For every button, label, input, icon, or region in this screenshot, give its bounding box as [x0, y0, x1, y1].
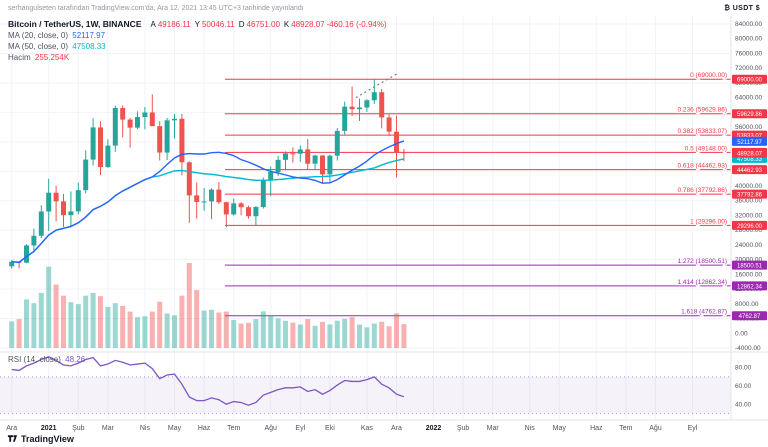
svg-text:44462.93: 44462.93 — [737, 168, 763, 174]
svg-text:Eyl: Eyl — [295, 425, 305, 432]
svg-text:0.786 (37792.86): 0.786 (37792.86) — [677, 187, 727, 194]
svg-text:4762.87: 4762.87 — [739, 314, 761, 320]
low-label: D — [239, 20, 245, 29]
svg-text:48928.07: 48928.07 — [737, 152, 763, 158]
close-value: 48928.07 — [291, 20, 324, 29]
rsi-label: RSI (14, close) — [8, 355, 61, 364]
svg-text:12862.34: 12862.34 — [737, 284, 763, 290]
high-label: Y — [195, 20, 200, 29]
svg-text:1.272 (18500.51): 1.272 (18500.51) — [677, 258, 727, 265]
svg-text:69000.00: 69000.00 — [737, 78, 763, 84]
svg-text:59629.86: 59629.86 — [737, 112, 763, 118]
svg-text:Haz: Haz — [590, 425, 603, 432]
svg-text:0.5 (49148.00): 0.5 (49148.00) — [685, 145, 727, 152]
svg-text:16000.00: 16000.00 — [735, 271, 762, 278]
axis-price-labels-layer: 69000.0059629.8653833.0749148.0044462.93… — [732, 75, 767, 321]
svg-text:8000.00: 8000.00 — [735, 301, 759, 308]
svg-text:Eyl: Eyl — [688, 425, 698, 432]
price-chart-canvas[interactable]: 0 (69000.00) 0.236 (59629.86) 0.382 (53833… — [0, 0, 768, 447]
svg-text:32000.00: 32000.00 — [735, 212, 762, 219]
axes-layer: 84000.0080000.0076000.0072000.0068000.00… — [0, 16, 768, 432]
svg-text:24000.00: 24000.00 — [735, 242, 762, 249]
symbol-legend-row[interactable]: Bitcoin / TetherUS, 1W, BINANCE A 49186.11… — [8, 19, 387, 30]
svg-text:60.00: 60.00 — [735, 383, 752, 390]
svg-text:0.00: 0.00 — [735, 330, 748, 337]
svg-text:Tem: Tem — [619, 425, 632, 432]
grid-layer — [0, 16, 731, 420]
svg-text:Ağu: Ağu — [649, 425, 662, 432]
svg-text:Nis: Nis — [140, 425, 151, 432]
rsi-legend-row[interactable]: RSI (14, close) 48.26 — [8, 355, 85, 364]
volume-label: Hacim — [8, 53, 31, 62]
svg-text:29296.00: 29296.00 — [737, 224, 763, 230]
ma20-value: 52117.97 — [72, 31, 105, 40]
svg-text:0.618 (44462.93): 0.618 (44462.93) — [677, 163, 727, 170]
svg-text:Haz: Haz — [198, 425, 211, 432]
svg-text:0.236 (59629.86): 0.236 (59629.86) — [677, 107, 727, 114]
svg-text:Ağu: Ağu — [264, 425, 277, 432]
tradingview-attribution[interactable]: TradingView — [7, 433, 74, 444]
svg-text:1.618 (4762.87): 1.618 (4762.87) — [681, 309, 727, 316]
tradingview-logo-text: TradingView — [21, 434, 74, 444]
svg-text:1 (29296.00): 1 (29296.00) — [690, 218, 727, 225]
svg-text:80000.00: 80000.00 — [735, 36, 762, 43]
svg-text:72000.00: 72000.00 — [735, 65, 762, 72]
volume-value: 255.254K — [35, 53, 69, 62]
svg-text:37792.86: 37792.86 — [737, 193, 763, 199]
svg-text:36000.00: 36000.00 — [735, 198, 762, 205]
svg-text:Mar: Mar — [487, 425, 500, 432]
svg-text:40.00: 40.00 — [735, 401, 752, 408]
svg-text:84000.00: 84000.00 — [735, 21, 762, 28]
change-value: -460.16 (-0.94%) — [327, 20, 387, 29]
svg-text:Mar: Mar — [102, 425, 115, 432]
svg-text:-4000.00: -4000.00 — [735, 345, 761, 352]
rsi-value: 48.26 — [65, 355, 85, 364]
svg-text:52117.97: 52117.97 — [737, 140, 762, 146]
svg-text:76000.00: 76000.00 — [735, 50, 762, 57]
svg-text:56000.00: 56000.00 — [735, 124, 762, 131]
low-value: 46751.00 — [247, 20, 280, 29]
svg-text:2021: 2021 — [41, 425, 57, 432]
volume-layer — [9, 263, 406, 348]
close-label: K — [284, 20, 289, 29]
high-value: 50046.11 — [202, 20, 235, 29]
svg-text:Ara: Ara — [391, 425, 402, 432]
tradingview-logo-icon — [7, 433, 18, 444]
rsi-pane-layer — [0, 357, 731, 414]
svg-text:0.382 (53833.07): 0.382 (53833.07) — [677, 128, 727, 135]
svg-text:Şub: Şub — [72, 425, 85, 432]
published-info: serhangulseten tarafından TradingView.co… — [8, 5, 304, 12]
open-value: 49186.11 — [158, 20, 191, 29]
ma20-legend-row[interactable]: MA (20, close, 0) 52117.97 — [8, 30, 387, 41]
svg-text:18500.51: 18500.51 — [737, 264, 763, 270]
ma50-label: MA (50, close, 0) — [8, 42, 68, 51]
svg-text:80.00: 80.00 — [735, 365, 752, 372]
svg-text:47508.33: 47508.33 — [737, 157, 763, 163]
ma20-label: MA (20, close, 0) — [8, 31, 68, 40]
symbol-title: Bitcoin / TetherUS, 1W, BINANCE — [8, 19, 142, 29]
svg-text:Kas: Kas — [361, 425, 374, 432]
svg-text:40000.00: 40000.00 — [735, 183, 762, 190]
svg-text:Eki: Eki — [325, 425, 335, 432]
svg-text:Şub: Şub — [457, 425, 470, 432]
svg-text:0 (69000.00): 0 (69000.00) — [690, 72, 727, 79]
currency-toggle[interactable]: ₿ USDT $ — [724, 5, 760, 12]
svg-text:Nis: Nis — [525, 425, 536, 432]
svg-text:2022: 2022 — [426, 425, 442, 432]
svg-text:64000.00: 64000.00 — [735, 95, 762, 102]
svg-text:May: May — [553, 425, 567, 432]
svg-text:May: May — [168, 425, 182, 432]
volume-legend-row[interactable]: Hacim 255.254K — [8, 52, 387, 63]
svg-text:Ara: Ara — [6, 425, 17, 432]
svg-text:Tem: Tem — [227, 425, 240, 432]
header-bar: serhangulseten tarafından TradingView.co… — [0, 0, 768, 16]
ma50-legend-row[interactable]: MA (50, close, 0) 47508.33 — [8, 41, 387, 52]
chart-legend: Bitcoin / TetherUS, 1W, BINANCE A 49186.11… — [8, 19, 387, 63]
ma50-value: 47508.33 — [72, 42, 105, 51]
svg-text:1.414 (12862.34): 1.414 (12862.34) — [677, 279, 727, 286]
open-label: A — [151, 20, 156, 29]
